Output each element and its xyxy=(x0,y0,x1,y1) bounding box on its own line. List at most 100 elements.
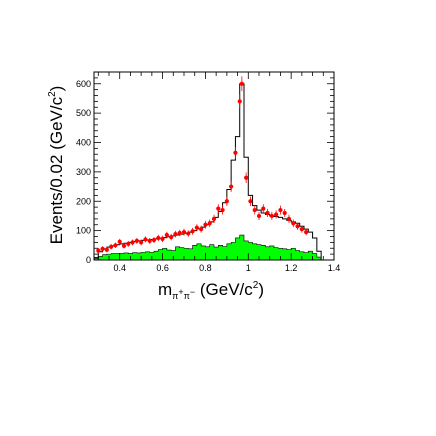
data-point-19 xyxy=(177,229,182,237)
data-point-10 xyxy=(139,239,144,246)
data-marker xyxy=(164,232,169,238)
plot-border xyxy=(93,71,335,261)
data-point-28 xyxy=(216,204,221,213)
data-marker xyxy=(216,206,221,211)
data-marker xyxy=(248,199,253,204)
y-tick-label: 200 xyxy=(76,196,91,206)
data-marker xyxy=(207,221,212,226)
background-histogram xyxy=(93,234,322,261)
data-marker xyxy=(239,81,244,86)
data-marker xyxy=(244,175,249,180)
x-tick-label: 1.2 xyxy=(285,263,298,273)
mc-total-histogram xyxy=(93,83,322,260)
data-point-47 xyxy=(295,222,300,230)
data-marker xyxy=(203,222,208,227)
data-point-12 xyxy=(147,237,152,244)
data-marker xyxy=(237,99,242,104)
data-marker xyxy=(117,239,122,244)
x-tick-label: 1.4 xyxy=(328,263,341,273)
data-marker xyxy=(143,237,148,242)
data-marker xyxy=(291,221,296,226)
y-tick-label: 0 xyxy=(86,255,91,265)
data-point-18 xyxy=(173,230,178,238)
data-marker xyxy=(190,229,195,234)
data-marker xyxy=(265,210,270,216)
x-tick-label: 0.8 xyxy=(199,263,212,273)
data-point-34 xyxy=(239,76,244,92)
data-marker xyxy=(96,248,101,253)
data-point-0 xyxy=(96,247,101,254)
data-point-32 xyxy=(233,146,238,159)
data-point-7 xyxy=(126,240,131,247)
data-point-21 xyxy=(186,230,191,237)
data-point-6 xyxy=(121,243,127,249)
data-point-43 xyxy=(278,205,283,215)
data-point-27 xyxy=(211,214,217,223)
data-point-8 xyxy=(130,239,135,246)
y-tick-label: 300 xyxy=(76,167,91,177)
x-tick-label: 0.4 xyxy=(113,263,126,273)
data-point-37 xyxy=(252,205,257,215)
data-marker xyxy=(156,235,161,241)
data-marker xyxy=(274,212,279,217)
data-marker xyxy=(173,232,178,237)
data-point-35 xyxy=(244,172,249,184)
data-marker xyxy=(181,229,187,235)
data-marker xyxy=(199,227,204,232)
data-point-1 xyxy=(100,246,105,252)
data-point-24 xyxy=(199,225,204,233)
data-marker xyxy=(229,184,234,189)
data-point-4 xyxy=(113,242,118,248)
data-point-30 xyxy=(224,196,229,206)
y-tick-label: 400 xyxy=(76,138,91,148)
data-point-9 xyxy=(134,237,139,244)
plot-frame xyxy=(93,71,335,261)
x-tick-label: 1 xyxy=(246,263,251,273)
data-point-23 xyxy=(194,224,199,232)
data-point-26 xyxy=(207,219,212,228)
data-marker xyxy=(169,234,174,240)
data-point-5 xyxy=(117,238,122,245)
data-marker xyxy=(261,206,266,211)
data-marker xyxy=(109,244,114,249)
data-point-25 xyxy=(203,220,208,229)
data-marker xyxy=(252,207,257,213)
data-marker xyxy=(295,224,300,229)
data-marker xyxy=(186,231,191,236)
data-point-41 xyxy=(269,211,274,221)
data-point-14 xyxy=(156,234,161,242)
data-point-29 xyxy=(220,205,225,215)
data-marker xyxy=(104,247,109,252)
data-marker xyxy=(304,229,309,235)
data-marker xyxy=(286,216,292,221)
data-points xyxy=(96,76,309,254)
data-marker xyxy=(160,236,165,241)
data-marker xyxy=(278,207,283,213)
x-axis-ticks: 0.4 0.6 0.8 1 1.2 1.4 xyxy=(97,72,341,273)
data-marker xyxy=(134,238,139,244)
y-tick-label: 100 xyxy=(76,226,91,236)
data-marker xyxy=(220,207,225,213)
data-marker xyxy=(130,240,135,245)
data-point-13 xyxy=(151,237,157,243)
y-axis-title: Events/0.02 (GeV/c2) xyxy=(47,86,66,245)
data-marker xyxy=(126,241,131,246)
x-tick-label: 0.6 xyxy=(156,263,169,273)
data-point-2 xyxy=(104,247,109,253)
data-marker xyxy=(256,213,262,219)
data-point-40 xyxy=(265,208,270,218)
data-point-31 xyxy=(229,181,234,192)
data-point-46 xyxy=(291,219,296,228)
data-point-22 xyxy=(190,227,195,235)
data-marker xyxy=(151,237,157,243)
data-point-44 xyxy=(282,208,287,218)
data-point-3 xyxy=(109,244,114,250)
y-axis-ticks: 0 100 200 300 400 500 600 xyxy=(76,71,334,265)
data-point-45 xyxy=(286,214,292,223)
data-marker xyxy=(299,227,304,232)
y-tick-label: 600 xyxy=(76,79,91,89)
data-point-11 xyxy=(143,236,148,243)
data-point-36 xyxy=(248,196,253,206)
mc-total-line xyxy=(93,83,322,260)
